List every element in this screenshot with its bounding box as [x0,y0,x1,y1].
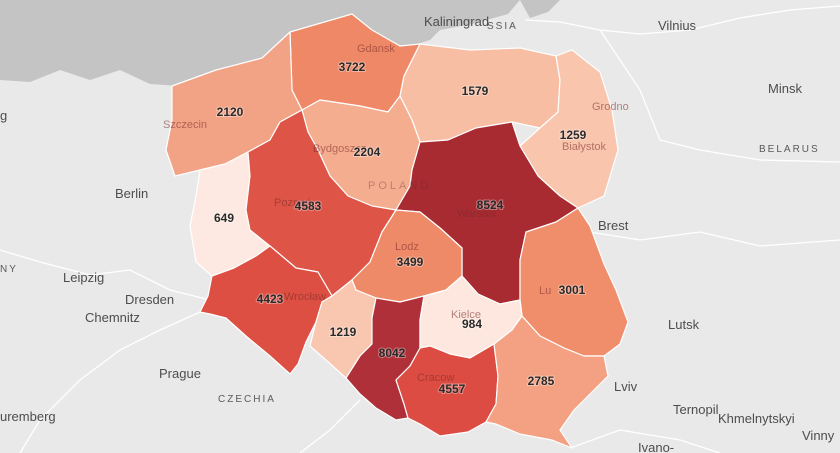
value-label-zachodniopomorskie: 2120 [217,105,244,119]
ghost-label-bialystok: Białystok [562,141,607,153]
city-label-dresden: Dresden [125,292,174,307]
value-label-swietokrzyskie: 984 [462,317,482,331]
value-label-podkarpackie: 2785 [528,374,555,388]
value-label-podlaskie: 1259 [560,128,587,142]
baltic-sea [0,0,520,86]
ghost-label-grodno: Grodno [592,101,629,113]
city-label-kaliningrad: Kaliningrad [424,14,489,29]
city-label-lutsk: Lutsk [668,317,700,332]
city-label-nuremberg: uremberg [0,409,56,424]
city-label-ternopil: Ternopil [673,402,719,417]
ghost-label-warsaw: Warsaw [457,208,496,220]
city-label-vinnytsia: Vinny [802,428,835,443]
city-label-lviv: Lviv [614,379,638,394]
country-border [299,399,361,453]
country-border [0,249,211,301]
value-label-lodzkie: 3499 [397,255,424,269]
city-label-khmelnytskyi: Khmelnytskyi [718,411,795,426]
region-podkarpackie[interactable] [485,315,609,449]
value-label-lubuskie: 649 [214,211,234,225]
value-label-wielkopolskie: 4583 [295,199,322,213]
city-label-prague: Prague [159,366,201,381]
ghost-label-lodz: Lodz [395,241,419,253]
value-label-lubelskie: 3001 [559,283,586,297]
country-border [599,29,840,163]
country-label-russia: SSIA [487,21,518,32]
city-label-leipzig: Leipzig [63,270,104,285]
value-label-kujawsko-pomorskie: 2204 [354,145,381,159]
country-label-germany: NY [0,264,18,275]
value-label-malopolskie: 4557 [439,382,466,396]
value-label-dolnoslaskie: 4423 [257,292,284,306]
ghost-label-krakow: Cracow [417,372,454,384]
city-label-vilnius: Vilnius [658,18,697,33]
ghost-label-szczecin: Szczecin [163,119,207,131]
value-label-warminsko-mazurskie: 1579 [462,84,489,98]
value-label-pomorskie: 3722 [339,60,366,74]
ghost-label-poznan: Poznań [274,197,311,209]
city-label-berlin: Berlin [115,186,148,201]
region-malopolskie[interactable] [395,343,499,437]
city-label-chemnitz: Chemnitz [85,310,140,325]
country-border [589,231,840,247]
ghost-label-kielce: Kielce [451,309,481,321]
country-border [524,5,840,35]
ghost-label-poland: POLAND [368,180,431,192]
curonian-lagoon [520,0,560,18]
ghost-label-bydgoszcz: Bydgoszcz [313,143,366,155]
city-label-ivano-frankivsk: Ivano- [638,440,674,453]
country-border [19,311,201,453]
ghost-label-wroclaw: Wrocław [284,291,326,303]
city-label-minsk: Minsk [768,81,802,96]
ghost-label-gdansk: Gdansk [357,43,395,55]
country-label-belarus: BELARUS [759,144,820,155]
value-label-opolskie: 1219 [330,325,357,339]
region-dolnoslaskie[interactable] [199,245,333,375]
city-label-edge-fragment: g [0,108,7,123]
value-label-slaskie: 8042 [379,346,406,360]
city-label-brest: Brest [598,218,629,233]
country-border [569,429,721,453]
country-label-czechia: CZECHIA [218,394,276,405]
ghost-label-lublin: Lu [539,285,551,297]
value-label-mazowieckie: 8524 [477,198,504,212]
